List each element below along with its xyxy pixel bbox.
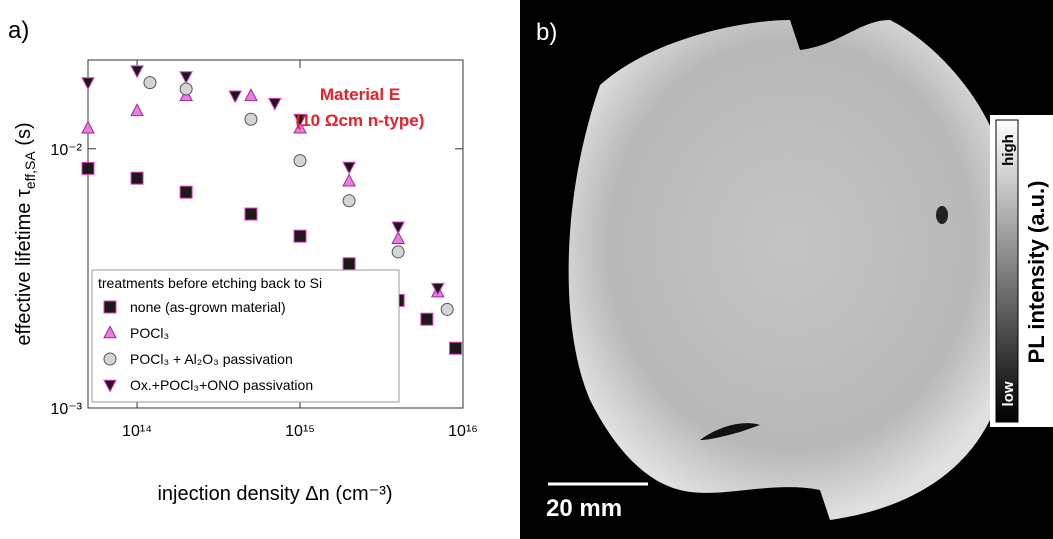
marker [179,71,193,85]
scale-bar-label: 20 mm [546,495,622,522]
x-tick-label: 10¹⁶ [448,423,478,440]
colorbar-low: low [1000,381,1017,406]
y-axis-label: effective lifetime τeff,SA (s) [13,122,38,345]
marker [430,282,445,296]
legend-label: none (as-grown material) [130,299,286,315]
pl-defect [936,206,948,224]
marker [228,90,243,104]
marker [391,245,405,259]
legend: treatments before etching back to Si none… [91,269,400,403]
annotation: (10 Ωcm n-type) [296,111,425,130]
marker [440,302,454,316]
marker [293,229,307,243]
marker [420,312,434,326]
marker [342,194,356,208]
plot-frame [87,59,464,409]
y-tick-label: 10⁻³ [50,401,82,418]
marker [342,173,356,187]
marker [130,103,144,117]
marker [293,154,307,168]
y-label-text: effective lifetime τ [13,189,35,346]
colorbar-high: high [1000,134,1017,166]
marker [391,221,405,235]
marker [293,113,307,127]
marker [179,82,193,96]
pl-image-wafer [568,20,1014,520]
marker [267,97,282,111]
marker [342,161,356,175]
marker [130,171,144,185]
panel-label: a) [8,17,29,44]
colorbar [995,119,1019,423]
x-tick-label: 10¹⁴ [122,423,152,440]
marker [244,112,258,126]
legend-box [91,269,400,403]
annotation: Material E [320,85,400,104]
legend-marker [103,379,117,393]
marker [391,230,405,244]
wafer-notch [565,40,600,80]
legend-label: POCl₃ + Al₂O₃ passivation [130,351,293,367]
y-tick-label: 10⁻² [50,142,82,159]
marker [342,257,356,271]
legend-marker [103,352,117,366]
marker [143,76,157,90]
panel-label: b) [536,19,557,46]
legend-label: POCl₃ [130,325,169,341]
marker [244,88,258,102]
legend-marker [103,300,117,314]
marker [244,207,258,221]
marker [293,120,307,134]
x-tick-label: 10¹⁵ [285,423,315,440]
marker [81,161,95,175]
legend-title: treatments before etching back to Si [98,275,322,291]
colorbar-label: PL intensity (a.u.) [1024,181,1049,364]
x-axis-label: injection density Δn (cm⁻³) [157,483,392,505]
legend-label: Ox.+POCl₃+ONO passivation [130,377,313,393]
pl-defect [700,423,760,440]
y-label-sub: eff,SA [22,151,38,190]
marker [449,341,463,355]
legend-marker [103,325,117,339]
marker [130,65,144,79]
marker [81,77,95,91]
marker [81,120,95,134]
marker [179,185,193,199]
y-label-after: (s) [13,122,35,151]
